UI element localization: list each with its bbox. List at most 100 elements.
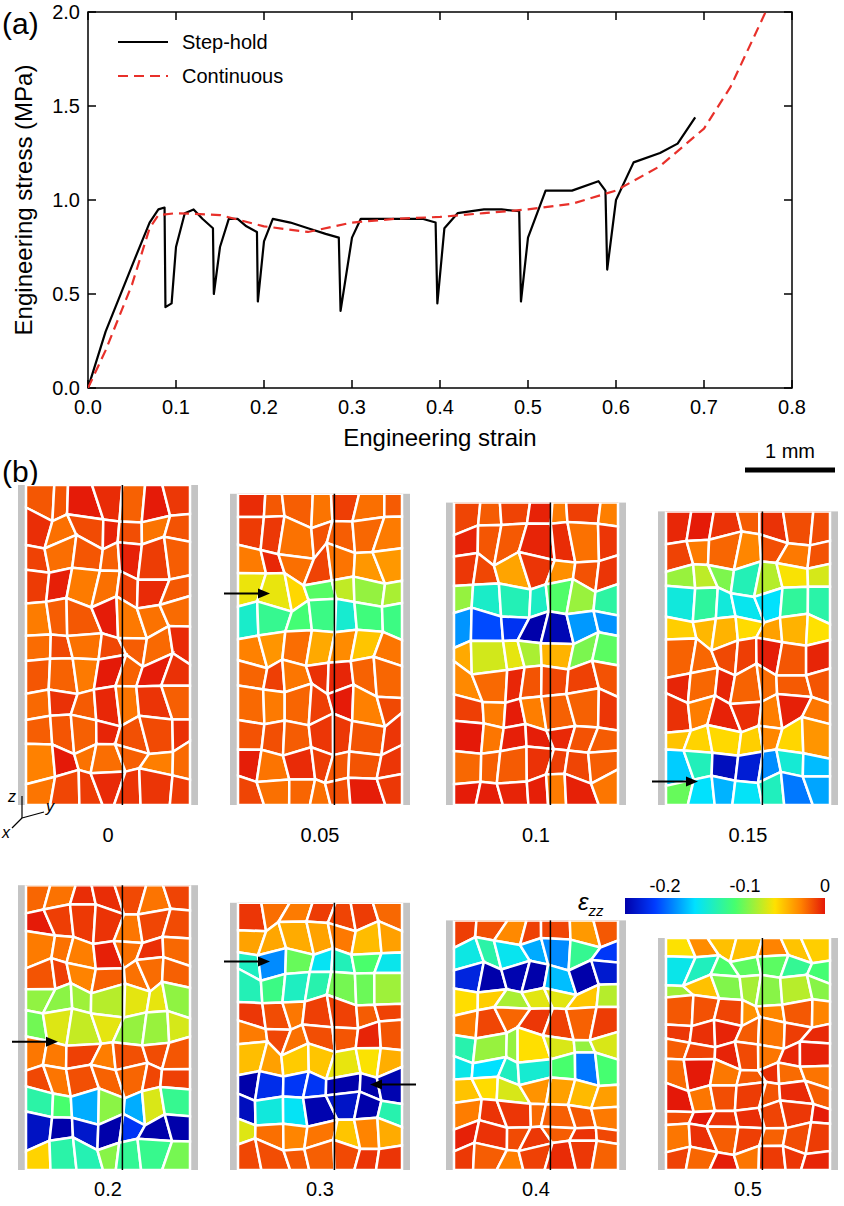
legend-swatch (118, 41, 168, 43)
cell (162, 1141, 190, 1170)
cell (355, 973, 375, 1005)
cell (454, 1143, 475, 1170)
cell (803, 776, 830, 805)
center-line (550, 503, 552, 805)
cell (327, 543, 355, 581)
strain-label: 0.3 (306, 1178, 334, 1200)
cell (666, 564, 695, 588)
cell (808, 564, 831, 587)
cell (139, 768, 172, 805)
cell (776, 563, 808, 588)
x-tick-top (791, 12, 793, 20)
cell (164, 537, 190, 580)
cell (376, 1145, 402, 1170)
x-tick-top (175, 12, 177, 20)
cell (472, 670, 507, 703)
cell (735, 1017, 759, 1045)
cell (255, 1096, 283, 1125)
cell (454, 751, 481, 784)
strain-map (224, 494, 410, 805)
cell (472, 1077, 498, 1100)
cell (351, 921, 381, 955)
cell (756, 975, 783, 1007)
cell (46, 598, 67, 636)
x-tick-label: 0.5 (514, 396, 542, 418)
cell (263, 689, 285, 724)
map-frame (18, 885, 198, 1170)
cell (374, 973, 402, 1005)
cell (327, 995, 358, 1029)
arrow-head (686, 777, 698, 787)
cell (802, 717, 830, 759)
cell (163, 885, 190, 910)
center-line (122, 885, 124, 1170)
cell (520, 666, 541, 699)
cell (776, 717, 803, 753)
cell (377, 774, 402, 805)
cell (591, 769, 618, 805)
cell (454, 721, 484, 754)
y-axis-title: Engineering stress (MPa) (10, 65, 37, 336)
cell (238, 494, 265, 517)
center-line (762, 938, 764, 1170)
arrow (224, 592, 262, 594)
y-tick-label: 1.0 (52, 189, 80, 211)
center-line (334, 903, 336, 1170)
cell (595, 1053, 618, 1086)
x-tick-label: 0.7 (690, 396, 718, 418)
cell (497, 747, 527, 784)
cell (527, 503, 552, 524)
x-tick (791, 380, 793, 388)
cell (518, 641, 542, 668)
x-tick (527, 380, 529, 388)
cell (471, 641, 507, 675)
y-tick (88, 293, 96, 295)
colorbar (625, 898, 825, 914)
map-cells (26, 885, 190, 1170)
cell (67, 633, 102, 659)
triad-axis (22, 812, 44, 818)
cell (91, 596, 118, 638)
map-frame (230, 903, 410, 1170)
cell (454, 1056, 473, 1080)
cell (780, 587, 808, 618)
map-frame (230, 494, 410, 805)
arrow (12, 1041, 50, 1043)
cell (803, 753, 830, 776)
cell (238, 685, 264, 724)
y-tick (88, 11, 96, 13)
scale-bar-label: 1 mm (765, 440, 815, 462)
cell (806, 1122, 830, 1154)
cell (588, 727, 618, 752)
cell (598, 688, 618, 730)
cell (50, 770, 79, 805)
cell (730, 957, 761, 977)
cell (666, 693, 691, 733)
x-tick-top (615, 12, 617, 20)
strain-map (658, 938, 838, 1170)
cell (238, 969, 262, 1004)
strain-map (224, 903, 416, 1170)
y-tick (88, 199, 96, 201)
cell (303, 1071, 326, 1097)
y-tick-right (784, 293, 792, 295)
cell (478, 503, 501, 526)
cell (44, 904, 74, 937)
cell (114, 768, 141, 805)
x-tick-label: 0.3 (338, 396, 366, 418)
cell (374, 952, 402, 973)
cell (283, 747, 315, 779)
y-tick-label: 1.5 (52, 95, 80, 117)
map-cells (454, 503, 618, 805)
cell (500, 503, 530, 525)
center-line (122, 485, 124, 805)
cell (278, 516, 314, 559)
cell (26, 716, 52, 745)
cell (374, 657, 402, 698)
plot-area (88, 12, 766, 388)
map-frame (658, 511, 838, 805)
x-tick-label: 0.0 (74, 396, 102, 418)
cell (173, 741, 191, 780)
triad-label: z (7, 788, 16, 805)
cell (26, 659, 50, 694)
